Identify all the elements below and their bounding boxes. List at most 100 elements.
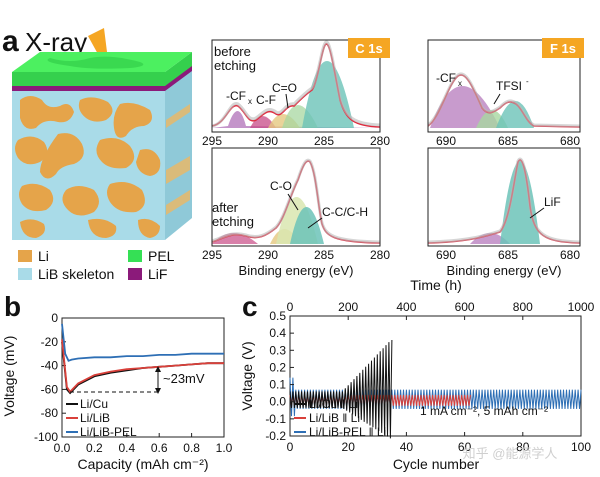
f-label-tfsi-sup: - [526, 77, 529, 86]
after-etching-line2: etching [212, 214, 254, 229]
f-top-tick-690: 690 [436, 134, 456, 148]
chart-b-legend-label-1: Li/LiB [80, 411, 110, 425]
legend-label-lif: LiF [148, 266, 167, 282]
chart-b-xtick-label: 0.0 [54, 441, 71, 455]
c-bot-tick-280: 280 [370, 248, 390, 262]
chart-c-frame [289, 315, 582, 437]
chart-c-xtick-label: 80 [516, 440, 530, 454]
c-xlabel: Binding energy (eV) [239, 263, 354, 278]
panel-a-label: a [2, 25, 19, 58]
watermark: 知乎 @能源学人 [463, 446, 558, 461]
label-cfx-sub: x [248, 97, 252, 106]
f-top-tick-685: 685 [498, 134, 518, 148]
f-bot-tick-690: 690 [436, 248, 456, 262]
c-bot-tick-295: 295 [202, 248, 222, 262]
label-c-o-double: C=O [272, 81, 297, 95]
legend-label-li: Li [38, 248, 49, 264]
chart-b-frame [61, 317, 225, 438]
tfsi-pointer [493, 93, 501, 105]
chart-c-ytick-label: 0.5 [269, 309, 286, 323]
legend-panel-a: Li PEL LiB skeleton LiF [18, 248, 175, 282]
before-etching-line1: before [214, 44, 251, 59]
chart-b-ytick-label: -100 [34, 430, 58, 444]
f-label-cfx-sub: x [458, 79, 462, 88]
chart-c-top-tick-label: 400 [396, 300, 416, 314]
c-bot-tick-290: 290 [258, 248, 278, 262]
chart-b-xtick-label: 0.2 [86, 441, 103, 455]
chart-c-ylabel: Voltage (V) [239, 341, 255, 410]
label-c-o: C-O [270, 179, 292, 193]
chart-b-ylabel: Voltage (mV) [1, 336, 17, 417]
chart-b-xtick-label: 0.6 [151, 441, 168, 455]
c-top-tick-295: 295 [202, 134, 222, 148]
chart-c-top-label: Time (h) [410, 277, 462, 293]
c-bot-tick-285: 285 [314, 248, 334, 262]
c-axis-top: 295 290 285 280 [202, 134, 390, 148]
chart-c-bottom-label: Cycle number [393, 456, 480, 472]
after-etching-line1: after [212, 200, 239, 215]
chart-c-legend-label-1: Li/LiB ǁ Li [309, 411, 360, 425]
f1s-badge [542, 38, 584, 58]
chart-c-ytick-label: -0.1 [265, 412, 286, 426]
cc-ch-pointer [307, 217, 323, 229]
f-top-tick-680: 680 [560, 134, 580, 148]
c-o-pointer [287, 193, 299, 211]
label-c-f: C-F [256, 93, 276, 107]
c1s-badge [348, 38, 390, 58]
panel-b-label: b [4, 291, 21, 322]
chart-c-series [289, 339, 582, 439]
label-cfx: -CF [226, 89, 246, 103]
chart-c-top-tick-label: 800 [513, 300, 533, 314]
chart-b-arrow-head-down [155, 388, 161, 394]
chart-b-legend-label-0: Li/Cu [80, 397, 108, 411]
f-label-cfx: -CF [436, 71, 456, 85]
xps-f1s-after [427, 147, 581, 247]
chart-c-legend: Li/Cu ǁ Li Li/LiB ǁ Li Li/LiB-PEL ǁ Li [294, 397, 386, 439]
chart-c-series-line-0 [289, 339, 393, 439]
f-label-tfsi: TFSI [496, 79, 522, 93]
xps-c1s-before [211, 39, 381, 133]
chart-c-ytick-label: 0.0 [269, 395, 286, 409]
xps-f1s-before [427, 39, 581, 133]
f-bot-tick-680: 680 [560, 248, 580, 262]
chart-b-ytick-label: 0 [51, 311, 58, 325]
f-xlabel: Binding energy (eV) [447, 263, 562, 278]
before-etching-line2: etching [214, 58, 256, 73]
f-axis-bottom: 690 685 680 [436, 248, 580, 262]
chart-c-ytick-label: 0.4 [269, 326, 286, 340]
chart-b-xticks: 0.0 0.2 0.4 0.6 0.8 1.0 [54, 433, 233, 455]
chart-c-ytick-label: 0.1 [269, 378, 286, 392]
chart-c-top-tick-label: 0 [287, 300, 294, 314]
c-axis-bottom: 295 290 285 280 [202, 248, 390, 262]
chart-b-yticks: 0 -20 -40 -60 -80 -100 [34, 311, 66, 444]
chart-c-xticks-bottom: 0 20 40 60 80 100 [287, 432, 591, 454]
chart-c-ytick-label: -0.2 [265, 429, 286, 443]
chart-c-top-tick-label: 1000 [568, 300, 595, 314]
chart-c-xtick-label: 100 [571, 440, 591, 454]
chart-b-ytick-label: -80 [41, 406, 59, 420]
chart-c-xticks-top: 0 200 400 600 800 1000 [287, 300, 595, 320]
xps-c1s-after [211, 147, 381, 247]
chart-b-arrow-head-up [155, 366, 161, 372]
legend-swatch-li [18, 250, 32, 262]
chart-b-ytick-label: -40 [41, 359, 59, 373]
legend-swatch-lif [128, 268, 142, 280]
c1s-badge-text: C 1s [355, 41, 382, 56]
chart-b-ytick-label: -60 [41, 382, 59, 396]
electrode-cube [12, 52, 192, 240]
chart-b-legend-label-2: Li/LiB-PEL [80, 425, 137, 439]
chart-b-annotation: ~23mV [163, 371, 205, 386]
chart-c-top-tick-label: 200 [338, 300, 358, 314]
c-top-tick-285: 285 [314, 134, 334, 148]
chart-b-xtick-label: 0.4 [118, 441, 135, 455]
chart-b-series-line-2 [61, 323, 224, 362]
f-label-lif: LiF [544, 195, 561, 209]
chart-c-top-tick-label: 600 [455, 300, 475, 314]
chart-b-xtick-label: 1.0 [216, 441, 233, 455]
c-top-tick-290: 290 [258, 134, 278, 148]
c-o-double-pointer [285, 93, 289, 109]
chart-c-xtick-label: 60 [458, 440, 472, 454]
chart-c-xtick-label: 20 [342, 440, 356, 454]
chart-c-condition: 1 mA cm⁻², 5 mAh cm⁻² [420, 404, 548, 418]
chart-b-xlabel: Capacity (mAh cm⁻²) [77, 456, 208, 472]
